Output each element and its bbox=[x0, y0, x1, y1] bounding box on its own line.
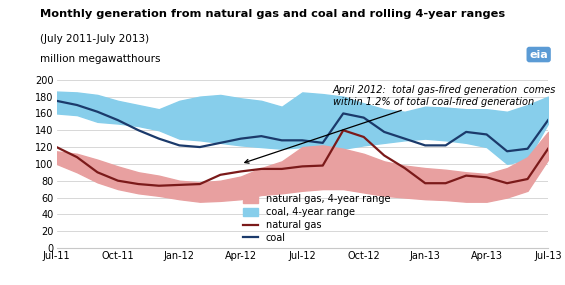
Legend: natural gas, 4-year range, coal, 4-year range, natural gas, coal: natural gas, 4-year range, coal, 4-year … bbox=[244, 194, 390, 243]
Text: April 2012:  total gas-fired generation  comes
within 1.2% of total coal-fired g: April 2012: total gas-fired generation c… bbox=[245, 85, 557, 163]
Text: million megawatthours: million megawatthours bbox=[40, 54, 160, 64]
Text: eia: eia bbox=[529, 50, 548, 60]
Text: Monthly generation from natural gas and coal and rolling 4-year ranges: Monthly generation from natural gas and … bbox=[40, 9, 505, 19]
Text: (July 2011-July 2013): (July 2011-July 2013) bbox=[40, 34, 149, 44]
